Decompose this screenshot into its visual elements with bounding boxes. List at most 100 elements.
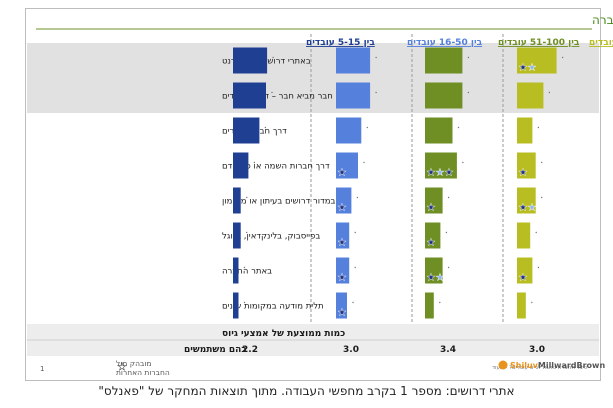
bar-tick-dot	[271, 91, 273, 94]
series-header: מעל 100 עובדים	[589, 38, 613, 48]
bar-tick-dot	[445, 231, 448, 234]
significance-star-icon: ★	[519, 273, 528, 284]
bar-tick-dot	[457, 126, 460, 129]
bar-tick-dot	[561, 56, 564, 59]
bar	[336, 257, 350, 284]
significance-star-icon: ★	[519, 203, 528, 214]
footer-note: כיצד החברה נוהגת לגייס עובדים? – כעוד	[492, 364, 587, 371]
footer: 1 ★ מובהק מול החברות האחרות כיצד החברה נ…	[40, 359, 605, 377]
summary-value: 3.0	[343, 345, 359, 355]
highlight-row	[27, 78, 599, 113]
category-label: דרך חברות השמה או כח אדם	[222, 162, 330, 172]
bar	[233, 222, 241, 249]
category-label: בפייסבוק, בלינקדאין, בגוגל	[222, 232, 320, 242]
bar-tick-dot	[246, 196, 248, 199]
highlight-row	[27, 43, 599, 78]
bar-tick-dot	[246, 231, 248, 234]
significance-star-icon: ★	[445, 168, 454, 179]
bar	[425, 47, 463, 74]
logo-text: ShiluvMillwardBrown	[510, 361, 605, 370]
significance-star-icon: ★	[338, 308, 347, 319]
significance-star-icon: ★	[338, 273, 347, 284]
summary-value: 3.0	[529, 345, 545, 355]
bar	[233, 187, 241, 214]
category-label: תלית מודעה במקומות שונים	[222, 302, 324, 312]
significance-star-icon: ★	[427, 273, 436, 284]
bar	[425, 117, 453, 144]
summary-label-line2: בהם משתמשים	[184, 345, 247, 355]
series-headers: בין 5-15 עובדים בין 16-50 עובדים בין 51-10…	[306, 38, 613, 48]
bar	[517, 117, 533, 144]
category-label: באתר החברה	[222, 267, 272, 277]
star-legend-line2: החברות האחרות	[116, 368, 170, 377]
significance-star-icon: ★	[528, 203, 537, 214]
star-legend-line1: מובהק מול	[116, 359, 151, 368]
bar	[233, 117, 260, 144]
bar-tick-dot	[537, 126, 540, 129]
bar	[425, 152, 457, 179]
bar	[425, 187, 443, 214]
bar-tick-dot	[535, 231, 537, 234]
significance-star-icon: ★	[427, 168, 436, 179]
bar	[336, 117, 362, 144]
bar-tick-dot	[243, 266, 246, 269]
bar	[336, 187, 352, 214]
bar	[233, 292, 239, 319]
bars	[233, 47, 564, 319]
significance-star-icon: ★	[338, 203, 347, 214]
bar	[517, 152, 536, 179]
bar-tick-dot	[356, 196, 359, 199]
bar-tick-dot	[264, 126, 267, 129]
bar-tick-dot	[537, 266, 540, 269]
bar	[517, 222, 531, 249]
bar	[425, 222, 441, 249]
figure-caption: אתרי דרושים: מספר 1 בקרב מחפשי העבודה. מ…	[98, 384, 515, 398]
bar-tick-dot	[541, 161, 543, 164]
bar	[336, 82, 371, 109]
bar-tick-dot	[467, 91, 470, 94]
bar	[517, 82, 544, 109]
bar-tick-dot	[366, 126, 368, 129]
bar	[233, 257, 239, 284]
bar-tick-dot	[462, 161, 464, 164]
summary-value: 3.4	[440, 345, 456, 355]
bar	[336, 152, 358, 179]
series-header: בין 5-15 עובדים	[306, 38, 375, 48]
bar	[517, 187, 536, 214]
bar	[425, 292, 434, 319]
significance-star-icon: ★	[519, 168, 528, 179]
significance-star-icon: ★	[338, 168, 347, 179]
bar-tick-dot	[354, 231, 356, 234]
summary-value: 2.2	[242, 345, 258, 355]
star-legend-star-icon: ★	[118, 362, 127, 373]
logo-mark-icon	[498, 360, 508, 370]
bar	[336, 292, 347, 319]
bar	[233, 82, 266, 109]
bar	[425, 257, 443, 284]
bar-tick-dot	[531, 301, 533, 304]
bar	[233, 47, 268, 74]
bar	[517, 257, 533, 284]
bar	[336, 47, 371, 74]
bar	[517, 47, 557, 74]
bar-tick-dot	[439, 301, 441, 304]
bar-tick-dot	[253, 161, 256, 164]
bar	[425, 82, 463, 109]
significance-star-icon: ★	[436, 168, 445, 179]
bar-tick-dot	[541, 196, 543, 199]
bar-tick-dot	[352, 301, 354, 304]
significance-star-icon: ★	[519, 63, 528, 74]
bar-tick-dot	[243, 301, 246, 304]
bar-tick-dot	[375, 91, 377, 94]
bar	[517, 292, 526, 319]
significance-star-icon: ★	[338, 238, 347, 249]
bar-tick-dot	[354, 266, 356, 269]
significance-star-icon: ★	[427, 238, 436, 249]
page-number: 1	[40, 365, 44, 373]
series-header: בין 51-100 עובדים	[498, 38, 580, 48]
bar	[233, 152, 249, 179]
bar	[336, 222, 350, 249]
bar-tick-dot	[375, 56, 377, 59]
